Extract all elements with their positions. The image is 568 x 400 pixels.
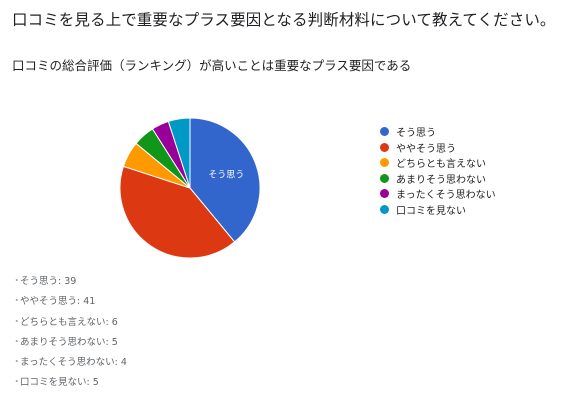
bullet-icon: ・ xyxy=(12,336,22,348)
bullet-icon: ・ xyxy=(12,276,22,287)
legend-swatch-icon xyxy=(380,189,389,199)
pie-slice-6[interactable] xyxy=(167,117,191,189)
pie-chart: そう思う xyxy=(119,117,261,259)
count-value: 39 xyxy=(64,276,77,287)
count-separator: : xyxy=(114,357,121,369)
count-label: ややそう思う xyxy=(20,296,78,308)
legend-label: あまりそう思わない xyxy=(396,174,486,186)
count-label: あまりそう思わない xyxy=(20,336,106,348)
count-label: 口コミを見ない xyxy=(20,377,87,389)
legend-label: そう思う xyxy=(396,128,436,140)
bullet-icon: ・ xyxy=(12,377,22,389)
legend-item-2[interactable]: ややそう思う xyxy=(380,140,496,156)
question-title: 口コミを見る上で重要なプラス要因となる判断材料について教えてください。 xyxy=(12,11,556,29)
count-row-1: ・そう思う: 39 xyxy=(12,276,127,296)
legend-item-1[interactable]: そう思う xyxy=(380,124,496,140)
count-row-5: ・まったくそう思わない: 4 xyxy=(12,357,127,377)
legend-swatch-icon xyxy=(380,173,389,183)
count-row-2: ・ややそう思う: 41 xyxy=(12,296,127,316)
count-value: 5 xyxy=(111,336,118,348)
bullet-icon: ・ xyxy=(12,316,22,328)
count-separator: : xyxy=(58,276,65,287)
legend-swatch-icon xyxy=(380,158,389,168)
legend-swatch-icon xyxy=(380,142,389,152)
count-separator: : xyxy=(105,316,112,328)
legend-label: 口コミを見ない xyxy=(396,205,466,217)
count-label: どちらとも言えない xyxy=(20,316,106,328)
legend-label: ややそう思う xyxy=(396,143,456,155)
count-separator: : xyxy=(77,296,84,308)
count-separator: : xyxy=(86,377,93,389)
pie-slice-1[interactable] xyxy=(189,117,261,243)
legend-item-3[interactable]: どちらとも言えない xyxy=(380,155,496,171)
chart-legend: そう思うややそう思うどちらとも言えない あまりそう思わない まったくそう思わない 口コ… xyxy=(380,124,496,217)
bullet-icon: ・ xyxy=(12,296,22,308)
count-value: 6 xyxy=(111,316,118,328)
count-value: 4 xyxy=(120,357,127,369)
legend-label: まったくそう思わない xyxy=(396,190,496,202)
legend-item-4[interactable]: あまりそう思わない xyxy=(380,171,496,187)
count-label: まったくそう思わない xyxy=(20,357,115,369)
legend-label: どちらとも言えない xyxy=(396,159,486,171)
legend-swatch-icon xyxy=(380,127,389,137)
legend-item-6[interactable]: 口コミを見ない xyxy=(380,202,496,218)
count-row-4: ・あまりそう思わない: 5 xyxy=(12,337,127,357)
legend-swatch-icon xyxy=(380,204,389,214)
count-value: 5 xyxy=(92,377,99,389)
count-row-3: ・どちらとも言えない: 6 xyxy=(12,317,127,337)
count-separator: : xyxy=(105,336,112,348)
count-label: そう思う xyxy=(20,276,59,287)
legend-item-5[interactable]: まったくそう思わない xyxy=(380,186,496,202)
pie-slice-label-1: そう思う xyxy=(208,169,244,180)
count-row-6: ・口コミを見ない: 5 xyxy=(12,377,127,397)
response-counts: ・そう思う: 39 ・ややそう思う: 41 ・どちらとも言えない: 6 ・あまりそう思… xyxy=(12,276,127,398)
pie-slice-2[interactable] xyxy=(119,165,236,259)
bullet-icon: ・ xyxy=(12,357,22,369)
chart-title: 口コミの総合評価（ランキング）が高いことは重要なプラス要因である xyxy=(12,58,412,73)
count-value: 41 xyxy=(83,296,96,308)
